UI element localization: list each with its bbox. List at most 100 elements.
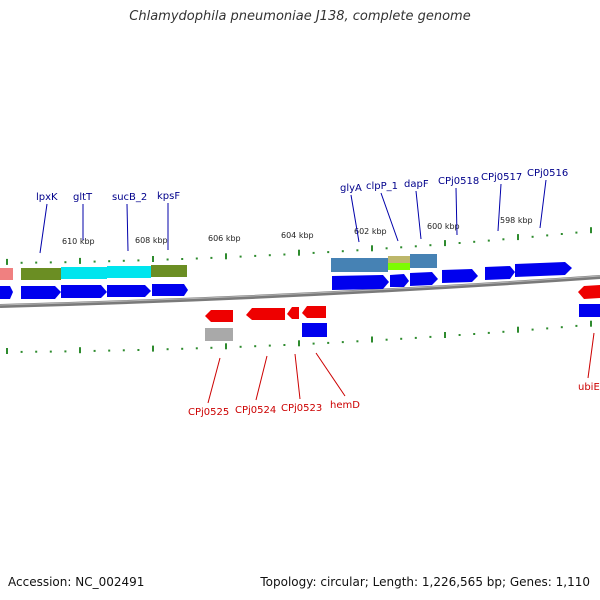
minor-tick xyxy=(546,327,549,330)
minor-tick xyxy=(356,340,359,343)
gene-label: CPj0525 xyxy=(188,407,229,418)
major-tick xyxy=(517,326,519,333)
leader-line xyxy=(380,192,399,242)
minor-tick xyxy=(283,253,286,256)
gene-arrow xyxy=(332,275,389,290)
minor-tick xyxy=(254,254,257,257)
map-title: Chlamydophila pneumoniae J138, complete … xyxy=(129,9,471,24)
gene-arrow xyxy=(302,306,326,318)
minor-tick xyxy=(108,349,111,352)
scale-label: 608 kbp xyxy=(135,236,168,245)
cog-bar xyxy=(151,265,187,277)
gene-arrow xyxy=(287,307,299,319)
minor-tick xyxy=(385,338,388,341)
gene-label: lpxK xyxy=(36,192,58,203)
minor-tick xyxy=(502,238,505,241)
minor-tick xyxy=(341,341,344,344)
minor-tick xyxy=(210,256,213,259)
minor-tick xyxy=(268,254,271,257)
cog-bar xyxy=(388,256,410,264)
gene-arrow xyxy=(107,285,151,297)
gene-label: CPj0518 xyxy=(438,176,479,187)
genome-backbone xyxy=(0,275,600,308)
minor-tick xyxy=(473,333,476,335)
minor-tick xyxy=(487,331,490,334)
forward-gene-labels: lpxK gltT sucB_2 kpsF glyA clpP_1 dapF C… xyxy=(36,168,568,254)
minor-tick xyxy=(531,328,534,331)
minor-tick xyxy=(210,346,213,349)
major-tick xyxy=(6,348,8,354)
cog-bar xyxy=(205,328,233,341)
minor-tick xyxy=(49,261,52,264)
minor-tick xyxy=(137,259,140,262)
minor-tick xyxy=(400,337,403,340)
minor-tick xyxy=(487,239,490,242)
gene-label: CPj0523 xyxy=(281,403,322,414)
minor-tick xyxy=(122,349,125,352)
minor-tick xyxy=(64,261,67,264)
minor-tick xyxy=(356,249,359,252)
minor-tick xyxy=(473,240,476,243)
major-tick xyxy=(444,332,446,338)
minor-tick xyxy=(414,245,417,248)
gene-label: hemD xyxy=(330,400,360,411)
gene-label: CPj0517 xyxy=(481,172,522,183)
gene-arrow xyxy=(21,286,61,299)
minor-tick xyxy=(312,342,315,345)
minor-tick xyxy=(458,242,461,244)
major-tick xyxy=(152,256,154,262)
cog-bar xyxy=(331,258,388,272)
gene-arrow xyxy=(410,272,438,286)
cog-bars-reverse xyxy=(205,328,233,341)
major-tick xyxy=(517,234,519,241)
gene-arrow xyxy=(485,266,515,280)
leader-line xyxy=(350,194,360,243)
scale-ticks-inner xyxy=(6,320,592,354)
gene-arrow xyxy=(515,262,572,277)
cog-bar xyxy=(61,267,107,279)
gene-arrow xyxy=(0,286,13,299)
minor-tick xyxy=(560,326,563,329)
gene-label: CPj0516 xyxy=(527,168,568,179)
major-tick xyxy=(152,345,154,352)
minor-tick xyxy=(108,260,111,263)
minor-tick xyxy=(239,345,242,348)
gene-label: dapF xyxy=(404,179,429,190)
gene-label: ubiE xyxy=(578,382,600,393)
gene-arrow xyxy=(205,310,233,322)
minor-tick xyxy=(429,335,432,338)
minor-tick xyxy=(327,341,330,344)
minor-tick xyxy=(35,261,38,264)
leader-line xyxy=(39,203,48,254)
minor-tick xyxy=(268,344,271,347)
minor-tick xyxy=(414,336,417,339)
gene-arrow xyxy=(61,285,107,298)
minor-tick xyxy=(385,247,388,250)
cog-bar xyxy=(410,254,437,268)
cog-bar xyxy=(107,266,151,278)
minor-tick xyxy=(35,350,38,353)
scale-label: 598 kbp xyxy=(500,216,533,225)
minor-tick xyxy=(195,257,198,260)
minor-tick xyxy=(239,255,242,258)
gene-label: glyA xyxy=(340,183,362,194)
major-tick xyxy=(79,347,81,354)
reverse-genes xyxy=(205,285,600,322)
leader-line xyxy=(255,355,268,401)
minor-tick xyxy=(93,349,96,352)
minor-tick xyxy=(575,231,578,234)
gene-arrow xyxy=(152,284,188,296)
cog-bars-forward xyxy=(0,254,437,280)
scale-label: 602 kbp xyxy=(354,227,387,236)
minor-tick xyxy=(327,251,330,254)
scale-label: 600 kbp xyxy=(427,222,460,231)
gene-arrow xyxy=(442,269,478,283)
minor-tick xyxy=(502,330,505,333)
minor-tick xyxy=(49,350,52,353)
major-tick xyxy=(225,343,227,350)
major-tick xyxy=(298,249,300,256)
minor-tick xyxy=(166,258,169,261)
minor-tick xyxy=(254,345,257,348)
cog-bar xyxy=(0,268,13,280)
